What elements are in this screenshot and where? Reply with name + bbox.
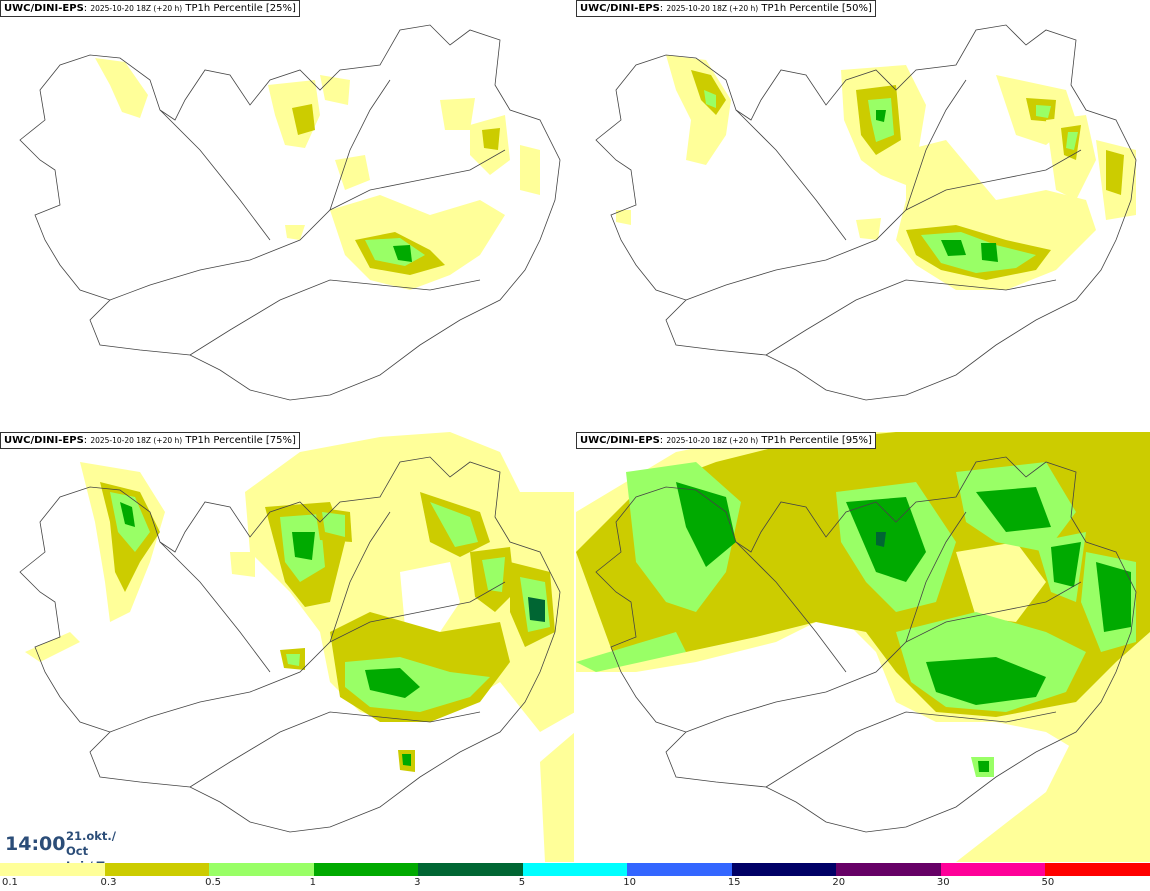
precip-legend-ticks: 0.1 0.3 0.5 1 3 5 10 15 20 30 50 [0, 876, 1150, 891]
legend-swatch [0, 863, 105, 876]
legend-tick-label: 30 [936, 877, 950, 888]
panel-title: UWC/DINI-EPS: 2025-10-20 18Z (+20 h) TP1… [0, 432, 300, 449]
legend-swatch [209, 863, 314, 876]
legend-tick-label: 3 [414, 877, 421, 888]
legend-tick-label: 15 [727, 877, 741, 888]
legend-swatch [836, 863, 941, 876]
legend-tick-label: 20 [832, 877, 846, 888]
panel-title: UWC/DINI-EPS: 2025-10-20 18Z (+20 h) TP1… [576, 432, 876, 449]
coastline-and-roads [19, 24, 561, 401]
panel-title: UWC/DINI-EPS: 2025-10-20 18Z (+20 h) TP1… [576, 0, 876, 17]
iceland-map [595, 24, 1137, 401]
map-panel-p50: UWC/DINI-EPS: 2025-10-20 18Z (+20 h) TP1… [576, 0, 1150, 430]
legend-swatch [940, 863, 1046, 876]
coastline-and-roads [595, 456, 1137, 833]
legend-swatch [731, 863, 837, 876]
legend-tick-label: 50 [1041, 877, 1055, 888]
precip-shading [576, 432, 1150, 862]
panel-title: UWC/DINI-EPS: 2025-10-20 18Z (+20 h) TP1… [0, 0, 300, 17]
legend-tick-label: 10 [623, 877, 636, 888]
iceland-map [576, 432, 1150, 862]
precip-shading [95, 58, 540, 290]
coastline-and-roads [19, 456, 561, 833]
map-panel-p25: UWC/DINI-EPS: 2025-10-20 18Z (+20 h) TP1… [0, 0, 574, 430]
map-panel-p75: UWC/DINI-EPS: 2025-10-20 18Z (+20 h) TP1… [0, 432, 574, 862]
legend-swatch [313, 863, 419, 876]
legend-swatch [418, 863, 523, 876]
iceland-map [19, 432, 574, 862]
valid-date-line1: 21.okt./ Oct [66, 829, 116, 858]
map-panel-p95: UWC/DINI-EPS: 2025-10-20 18Z (+20 h) TP1… [576, 432, 1150, 862]
legend-swatch [522, 863, 628, 876]
valid-time-box: 14:00 21.okt./ Oct Þri./ Tue [0, 826, 140, 873]
legend-tick-label: 5 [518, 877, 526, 888]
precip-shading [616, 55, 1136, 290]
coastline-and-roads [595, 24, 1137, 401]
legend-tick-label: 1 [309, 877, 316, 888]
legend-tick-label: 0.3 [100, 877, 117, 888]
legend-swatch [627, 863, 732, 876]
legend-swatch [1045, 863, 1150, 876]
precip-legend [0, 863, 1150, 876]
legend-tick-label: 0.1 [2, 877, 18, 888]
valid-time: 14:00 [5, 833, 66, 855]
legend-tick-label: 0.5 [205, 877, 221, 888]
legend-swatch [104, 863, 210, 876]
iceland-map [19, 24, 561, 401]
precip-shading [25, 432, 574, 862]
